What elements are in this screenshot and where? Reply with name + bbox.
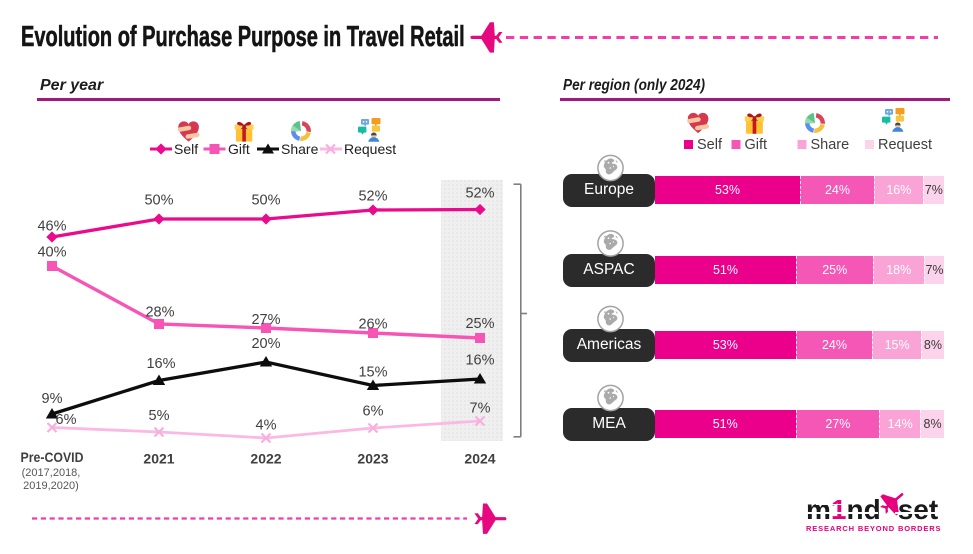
svg-text:2024: 2024: [464, 451, 495, 467]
svg-text:15%: 15%: [358, 365, 387, 381]
svg-text:6%: 6%: [363, 404, 384, 420]
svg-text:5%: 5%: [149, 408, 170, 424]
svg-text:16%: 16%: [465, 353, 494, 369]
svg-text:2023: 2023: [357, 451, 388, 467]
svg-text:20%: 20%: [251, 336, 280, 352]
svg-text:27%: 27%: [251, 312, 280, 328]
svg-text:6%: 6%: [56, 412, 77, 428]
svg-text:Self: Self: [697, 137, 723, 153]
svg-text:Share: Share: [811, 137, 850, 153]
svg-text:2019,2020): 2019,2020): [23, 480, 79, 492]
svg-text:Self: Self: [174, 141, 198, 157]
svg-text:16%: 16%: [146, 356, 175, 372]
svg-text:26%: 26%: [358, 317, 387, 333]
svg-text:Pre-COVID: Pre-COVID: [21, 449, 84, 465]
svg-text:50%: 50%: [251, 193, 280, 209]
svg-text:52%: 52%: [465, 186, 494, 202]
svg-text:Gift: Gift: [228, 141, 250, 157]
svg-text:25%: 25%: [465, 316, 494, 332]
svg-text:52%: 52%: [358, 189, 387, 205]
svg-text:(2017,2018,: (2017,2018,: [22, 467, 81, 479]
svg-text:40%: 40%: [37, 245, 66, 261]
svg-text:7%: 7%: [470, 401, 491, 417]
svg-text:Request: Request: [878, 137, 932, 153]
svg-text:46%: 46%: [37, 219, 66, 235]
svg-text:Share: Share: [281, 141, 319, 157]
svg-text:Request: Request: [344, 141, 396, 157]
svg-text:50%: 50%: [144, 193, 173, 209]
svg-text:Gift: Gift: [745, 137, 768, 153]
svg-text:28%: 28%: [145, 305, 174, 321]
svg-text:2022: 2022: [250, 451, 281, 467]
svg-text:2021: 2021: [143, 451, 174, 467]
svg-text:4%: 4%: [256, 418, 277, 434]
svg-text:9%: 9%: [42, 391, 63, 407]
